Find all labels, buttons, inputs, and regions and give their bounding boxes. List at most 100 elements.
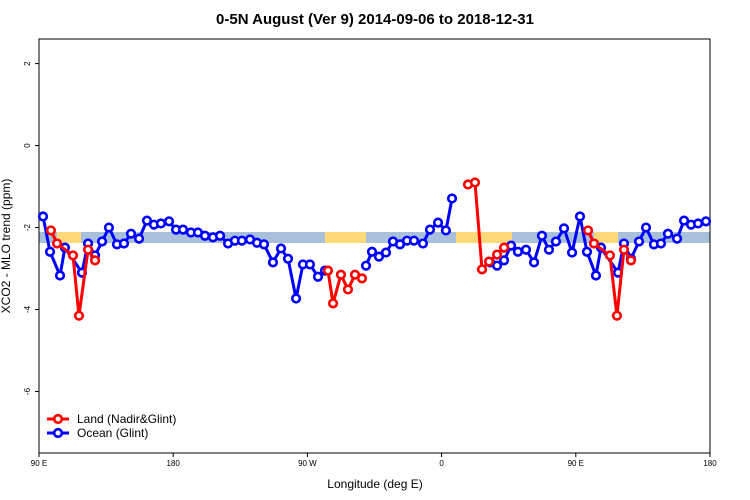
point — [590, 270, 602, 281]
point — [483, 256, 495, 267]
y-tick-label: 2 — [23, 61, 32, 66]
land-band — [325, 232, 366, 243]
y-tick-label: -4 — [23, 305, 32, 313]
point — [440, 225, 452, 236]
x-tick-label: 90 E — [568, 459, 584, 468]
point — [267, 257, 279, 268]
point — [322, 265, 334, 276]
point — [446, 193, 458, 204]
point — [432, 217, 444, 228]
point — [89, 255, 101, 266]
point — [618, 244, 630, 255]
point — [417, 238, 429, 249]
point — [625, 255, 637, 266]
point — [588, 238, 600, 249]
point — [424, 224, 436, 235]
x-tick-label: 180 — [167, 459, 181, 468]
point — [236, 235, 248, 246]
point — [536, 230, 548, 241]
point — [141, 215, 153, 226]
legend-label: Land (Nadir&Glint) — [77, 412, 176, 426]
x-tick-label: 180 — [703, 459, 717, 468]
y-tick-label: 0 — [23, 143, 32, 148]
point — [290, 293, 302, 304]
land-band — [57, 232, 81, 243]
point — [566, 247, 578, 258]
point — [133, 233, 145, 244]
point — [469, 177, 481, 188]
point — [73, 310, 85, 321]
point — [282, 253, 294, 264]
point — [360, 260, 372, 271]
point — [678, 215, 690, 226]
point — [118, 238, 130, 249]
point — [543, 244, 555, 255]
chart-title: 0-5N August (Ver 9) 2014-09-06 to 2018-1… — [216, 11, 534, 28]
point — [491, 249, 503, 260]
y-axis-label: XCO2 - MLO trend (ppm) — [0, 179, 13, 314]
point — [671, 233, 683, 244]
point — [498, 242, 510, 253]
point — [275, 243, 287, 254]
point — [258, 239, 270, 250]
point — [662, 228, 674, 239]
point — [199, 230, 211, 241]
point — [327, 298, 339, 309]
point — [512, 246, 524, 257]
point — [476, 264, 488, 275]
point — [342, 284, 354, 295]
x-tick-label: 0 — [439, 459, 444, 468]
point — [335, 269, 347, 280]
legend-marker — [52, 413, 64, 425]
series-line — [49, 180, 633, 316]
point — [558, 223, 570, 234]
point — [640, 222, 652, 233]
point — [51, 238, 63, 249]
x-axis-label: Longitude (deg E) — [327, 477, 422, 491]
point — [373, 251, 385, 262]
point — [155, 218, 167, 229]
y-tick-label: -2 — [23, 223, 32, 231]
point — [37, 211, 49, 222]
point — [304, 259, 316, 270]
point — [214, 230, 226, 241]
land-band — [456, 232, 512, 243]
point — [700, 216, 712, 227]
point — [692, 218, 704, 229]
point — [125, 228, 137, 239]
point — [491, 260, 503, 271]
point — [82, 244, 94, 255]
point — [54, 270, 66, 281]
point — [498, 255, 510, 266]
point — [581, 246, 593, 257]
point — [44, 246, 56, 257]
point — [312, 271, 324, 282]
point — [177, 224, 189, 235]
point — [574, 211, 586, 222]
point — [103, 222, 115, 233]
point — [96, 236, 108, 247]
point — [611, 310, 623, 321]
point — [408, 235, 420, 246]
point — [163, 216, 175, 227]
point — [633, 236, 645, 247]
point — [528, 257, 540, 268]
legend-marker — [52, 427, 64, 439]
plot-frame — [38, 38, 711, 454]
point — [356, 273, 368, 284]
point — [520, 244, 532, 255]
x-tick-label: 90 W — [298, 459, 317, 468]
point — [380, 247, 392, 258]
y-tick-label: -6 — [23, 387, 32, 395]
land-band — [594, 232, 618, 243]
point — [550, 236, 562, 247]
point — [45, 225, 57, 236]
legend-label: Ocean (Glint) — [77, 426, 148, 440]
point — [67, 250, 79, 261]
point — [604, 250, 616, 261]
x-tick-label: 90 E — [31, 459, 47, 468]
point — [366, 246, 378, 257]
point — [582, 225, 594, 236]
point — [655, 238, 667, 249]
